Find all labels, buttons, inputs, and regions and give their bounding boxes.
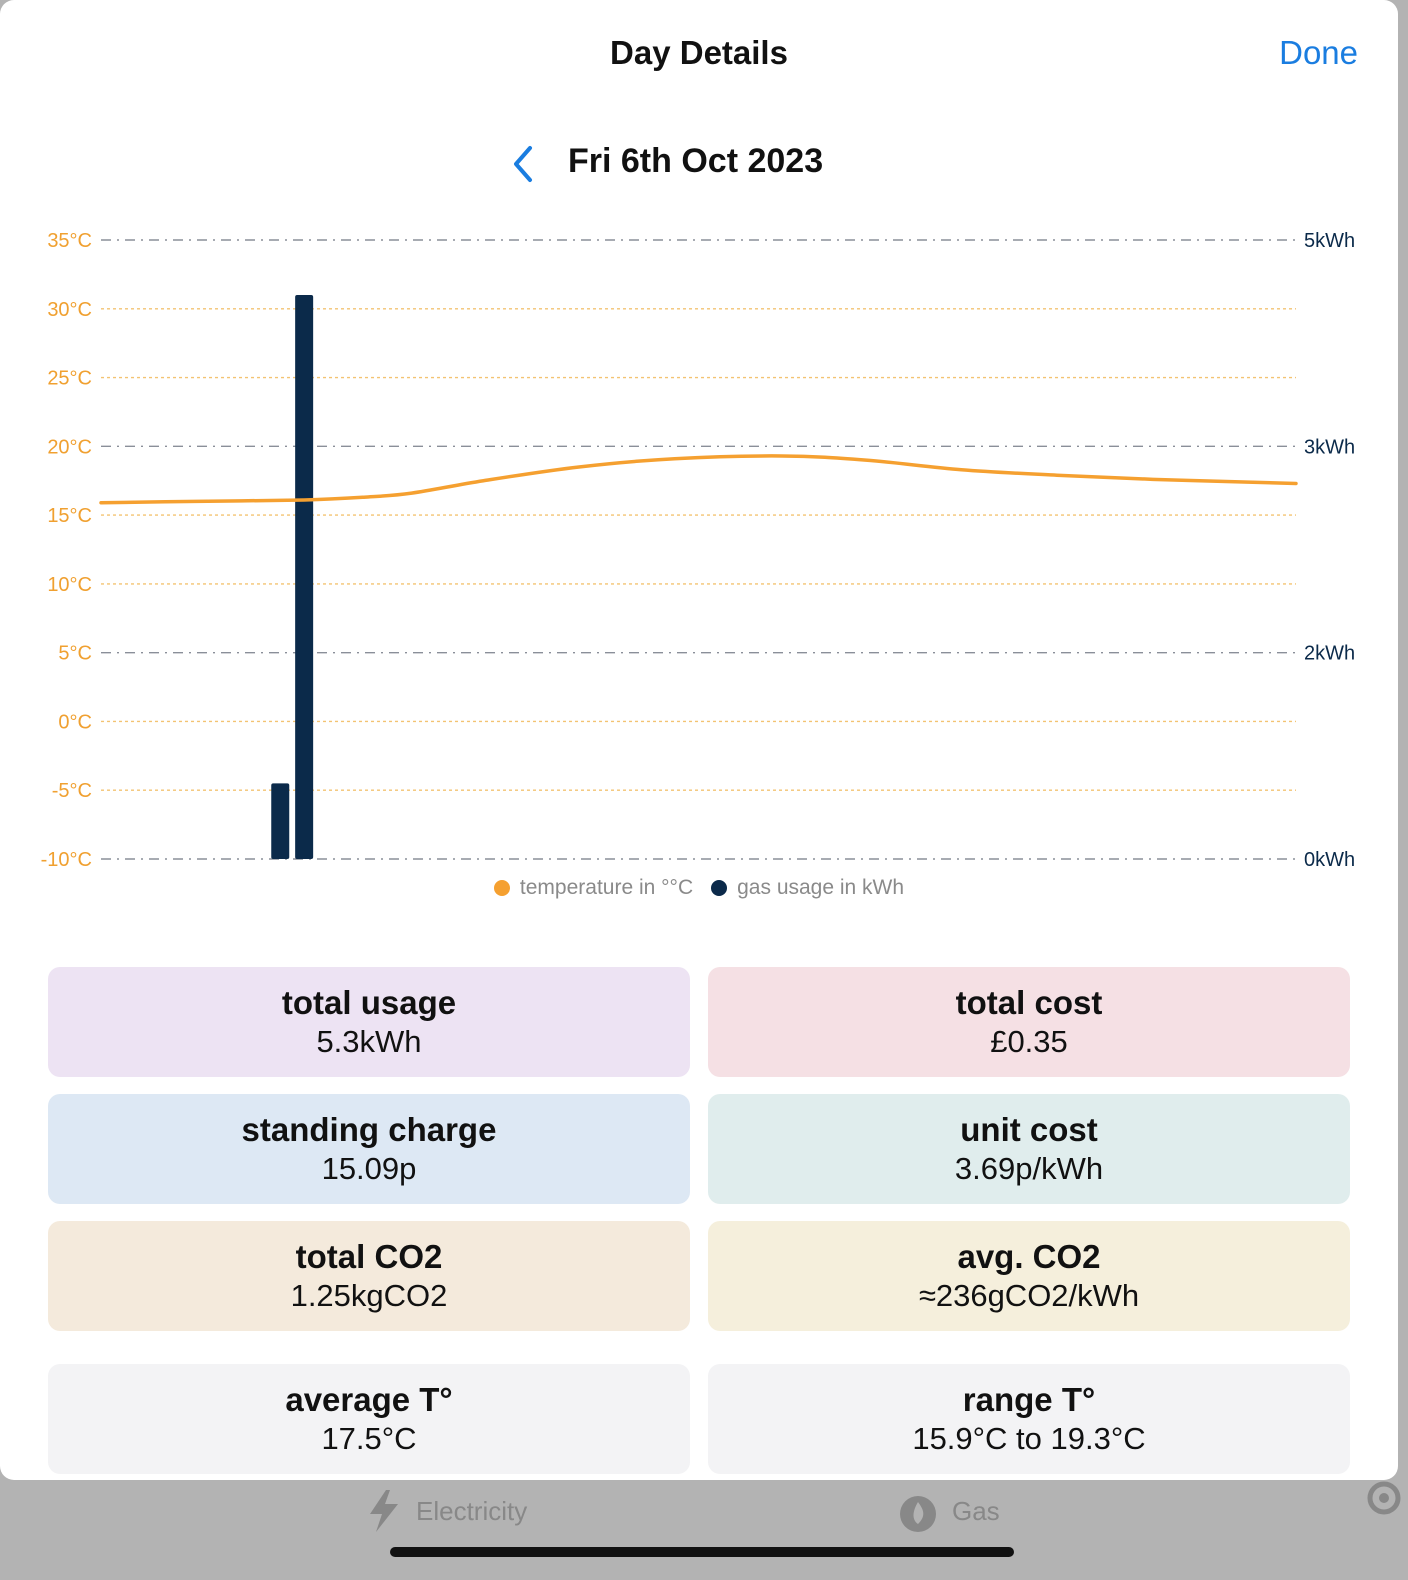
card-value: £0.35: [990, 1024, 1068, 1059]
tab-bar: [0, 1480, 1408, 1580]
gas-usage-bar: [271, 783, 290, 859]
card-label: unit cost: [960, 1111, 1098, 1148]
card-value: 3.69p/kWh: [954, 1151, 1104, 1186]
done-button[interactable]: Done: [1279, 34, 1358, 71]
card-unit-cost: unit cost 3.69p/kWh: [708, 1094, 1350, 1204]
left-axis-tick-label: 35°C: [47, 230, 92, 252]
card-value: 15.9°C to 19.3°C: [912, 1421, 1146, 1456]
card-value: 1.25kgCO2: [290, 1278, 448, 1313]
card-standing-charge: standing charge 15.09p: [48, 1094, 690, 1204]
left-axis-tick-label: 30°C: [47, 299, 92, 321]
legend-gas: gas usage in kWh: [711, 876, 904, 900]
back-chevron-icon[interactable]: [504, 140, 540, 188]
left-axis-tick-label: -10°C: [41, 849, 92, 871]
legend-temperature-dot: [493, 880, 510, 896]
left-axis-tick-label: 20°C: [47, 436, 92, 458]
home-indicator: [390, 1547, 1014, 1557]
card-value: 5.3kWh: [316, 1024, 422, 1059]
tab-electricity-label: Electricity: [416, 1495, 528, 1526]
legend-gas-dot: [711, 880, 728, 896]
card-label: range T°: [962, 1381, 1096, 1418]
legend-temperature-label: temperature in °°C: [519, 876, 694, 899]
left-axis-tick-label: 5°C: [58, 643, 92, 665]
card-label: total cost: [955, 984, 1103, 1021]
card-average-temp: average T° 17.5°C: [48, 1364, 690, 1474]
date-title: Fri 6th Oct 2023: [568, 142, 824, 180]
left-axis-tick-label: 0°C: [58, 711, 92, 733]
card-label: total usage: [281, 984, 457, 1021]
card-value: 15.09p: [321, 1151, 417, 1186]
left-axis-tick-label: 25°C: [47, 368, 92, 390]
card-label: standing charge: [241, 1111, 497, 1148]
tab-electricity[interactable]: Electricity: [366, 1490, 527, 1532]
card-value: ≈236gCO2/kWh: [918, 1278, 1140, 1313]
right-axis-tick-label: 2kWh: [1304, 643, 1355, 665]
legend-temperature: temperature in °°C: [493, 876, 694, 900]
card-label: average T°: [285, 1381, 453, 1418]
temperature-line: [99, 454, 1298, 505]
day-details-sheet: Day Details Done Fri 6th Oct 2023 35°C 30…: [0, 0, 1398, 1480]
gas-usage-bar: [295, 295, 314, 859]
right-axis-tick-label: 0kWh: [1304, 849, 1355, 871]
sheet-title: Day Details: [610, 34, 788, 71]
lightning-icon: [366, 1490, 402, 1532]
gear-icon[interactable]: [1360, 1474, 1408, 1527]
right-axis-tick-label: 5kWh: [1304, 230, 1355, 252]
left-axis-tick-label: -5°C: [52, 780, 92, 802]
card-value: 17.5°C: [321, 1421, 417, 1456]
card-range-temp: range T° 15.9°C to 19.3°C: [708, 1364, 1350, 1474]
left-axis-tick-label: 15°C: [47, 505, 92, 527]
legend-gas-label: gas usage in kWh: [737, 876, 905, 899]
card-total-usage: total usage 5.3kWh: [48, 967, 690, 1077]
flame-icon: [898, 1490, 938, 1532]
card-total-co2: total CO2 1.25kgCO2: [48, 1221, 690, 1331]
tab-gas-label: Gas: [952, 1495, 1000, 1526]
card-label: total CO2: [295, 1238, 443, 1275]
chart-legend: temperature in °°C gas usage in kWh: [0, 876, 1398, 900]
card-label: avg. CO2: [957, 1238, 1101, 1275]
right-axis-tick-label: 3kWh: [1304, 436, 1355, 458]
day-chart: 35°C 30°C 25°C 20°C 15°C 10°C 5°C 0°C -5°C -10°C 5…: [41, 230, 1355, 871]
card-total-cost: total cost £0.35: [708, 967, 1350, 1077]
tab-gas[interactable]: Gas: [898, 1490, 1000, 1532]
card-avg-co2: avg. CO2 ≈236gCO2/kWh: [708, 1221, 1350, 1331]
left-axis-tick-label: 10°C: [47, 574, 92, 596]
